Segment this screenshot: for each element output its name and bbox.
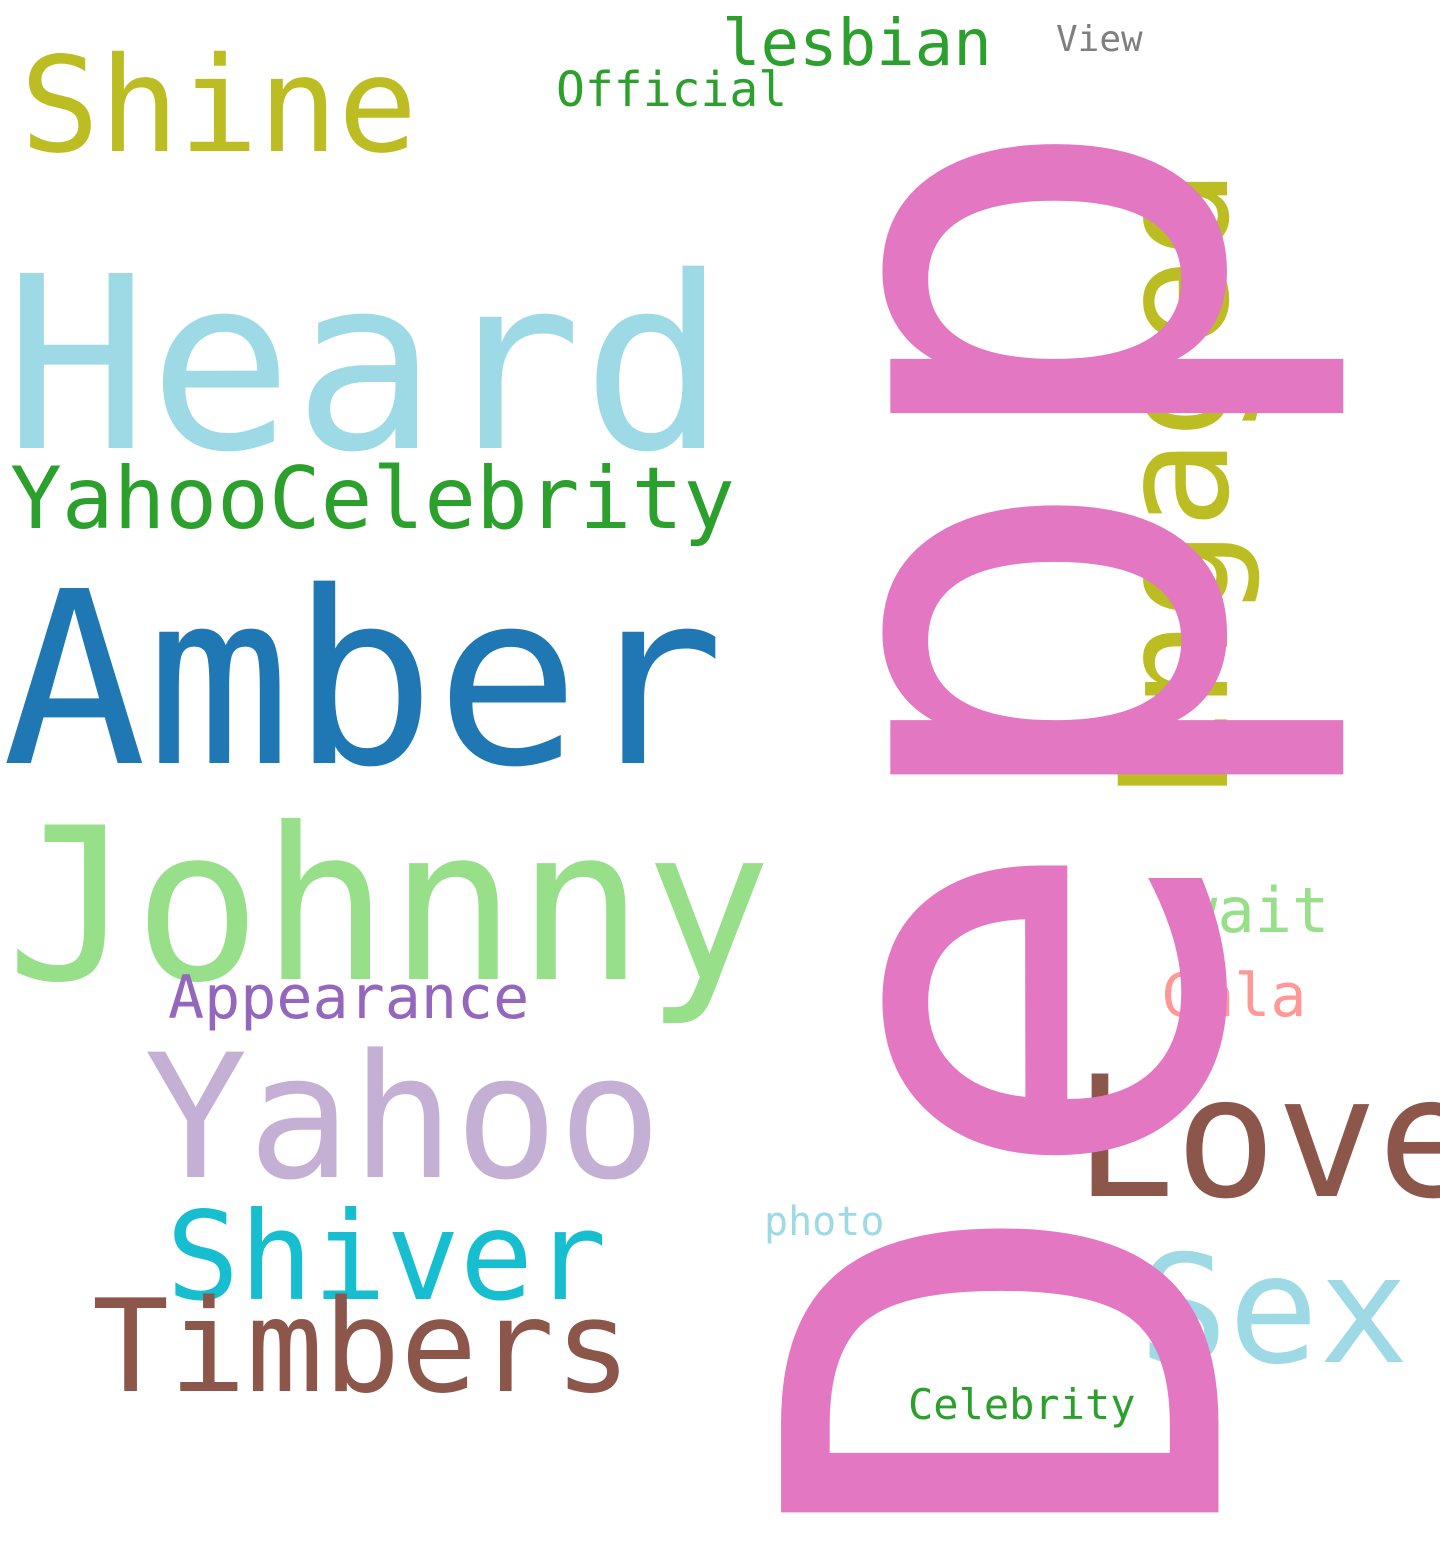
word-heard: Heard — [4, 225, 727, 505]
word-celebrity: Celebrity — [908, 1380, 1136, 1429]
word-shiver: Shiver — [166, 1186, 607, 1328]
word-amber: Amber — [2, 540, 725, 820]
word-cloud: Shine lesbian View Official Heard YahooC… — [2, 7, 1440, 1552]
word-wait: wait — [1180, 874, 1330, 947]
word-view: View — [1056, 19, 1143, 60]
word-depp: Depp — [661, 107, 1361, 1552]
word-love: Love — [1074, 1040, 1440, 1236]
word-sex: Sex — [1138, 1224, 1409, 1398]
word-timbers: Timbers — [92, 1273, 632, 1422]
word-official: Official — [556, 62, 788, 118]
word-photo: photo — [764, 1199, 885, 1245]
word-shine: Shine — [20, 29, 418, 183]
word-yahoo: Yahoo — [144, 1017, 662, 1218]
word-gala: Gala — [1162, 961, 1307, 1031]
word-johnny: Johnny — [6, 782, 772, 1029]
word-yahoocelebrity: YahooCelebrity — [10, 449, 735, 549]
word-lesbian: lesbian — [722, 7, 992, 81]
word-appearance: Appearance — [168, 963, 530, 1033]
